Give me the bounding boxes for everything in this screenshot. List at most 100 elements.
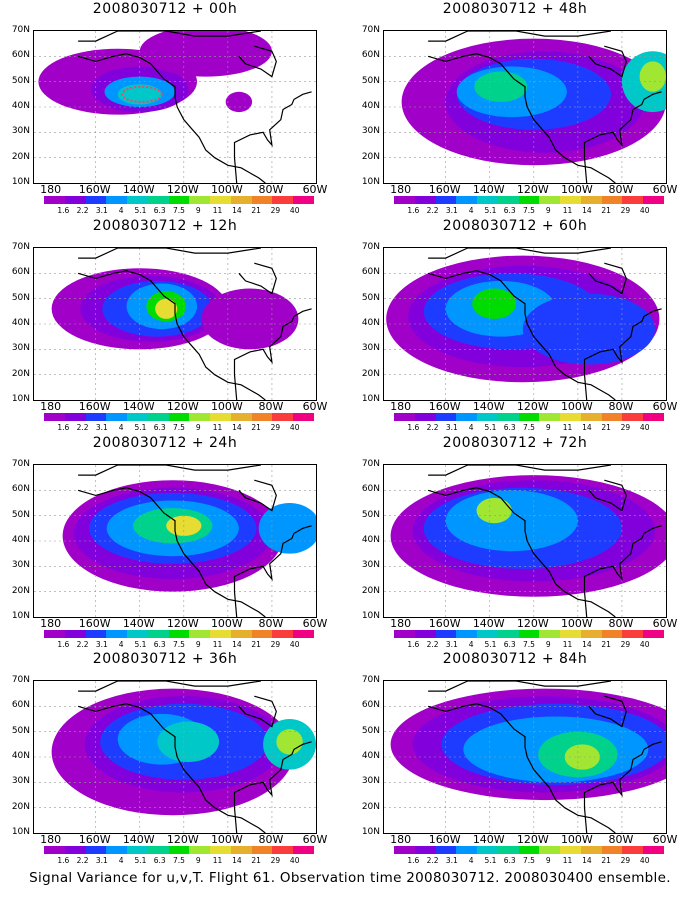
colorbar-swatch [251,846,273,854]
colorbar-label: 4 [468,640,474,649]
colorbar-label: 2.2 [76,423,89,432]
lat-tick-label: 70N [361,242,380,252]
colorbar-label: 14 [582,640,592,649]
lat-tick-label: 30N [11,343,30,354]
variance-contour [472,288,517,319]
coastline [588,479,627,512]
panel-title: 2008030712 + 48h [442,1,588,17]
lat-tick-label: 70N [361,675,380,685]
colorbar-label: 11 [212,423,223,432]
colorbar-swatch [601,196,623,204]
colorbar-label: 1.6 [407,856,420,865]
coastline [78,465,261,476]
colorbar-swatch [251,413,273,421]
lon-tick-label: 120W [166,400,199,413]
colorbar-label: 5.1 [484,856,497,865]
colorbar-swatch [518,413,540,421]
colorbar-swatch [168,196,190,204]
colorbar-swatch [394,413,415,421]
colorbar-label: 1.6 [57,206,70,215]
colorbar-swatch [147,846,169,854]
colorbar-swatch [272,630,294,638]
variance-contour [639,61,666,92]
colorbar-label: 29 [620,206,631,215]
colorbar-swatch [456,413,478,421]
colorbar-label: 21 [601,206,611,215]
coastline [233,525,312,617]
colorbar-swatch [580,196,602,204]
coastline [77,487,266,617]
lon-tick-label: 60W [652,833,678,846]
colorbar-swatch [497,413,519,421]
colorbar-label: 29 [270,423,281,432]
lat-tick-label: 50N [361,509,380,520]
colorbar-swatch [210,846,231,854]
colorbar-swatch [539,846,561,854]
lon-tick-label: 160W [78,617,111,630]
panel-title: 2008030712 + 00h [92,1,238,17]
map-panel: 2008030712 + 72h 70N 60N 50N 40N 30N 20N 10N 180… [350,434,680,649]
colorbar-swatch [539,196,561,204]
colorbar-label: 4 [118,856,124,865]
colorbar-label: 14 [232,640,242,649]
colorbar-label: 21 [601,856,611,865]
colorbar-label: 1.6 [407,206,420,215]
map-plot [383,464,667,618]
lon-tick-label: 100W [210,617,243,630]
colorbar-swatch [106,630,128,638]
map-plot [33,247,317,401]
lat-tick-label: 50N [11,292,30,303]
colorbar-label: 7.5 [173,423,185,432]
lon-tick-label: 140W [472,617,505,630]
colorbar [394,413,664,421]
colorbar-label: 1.6 [407,640,420,649]
colorbar-swatch [64,846,86,854]
map-plot [33,464,317,618]
colorbar-label: 29 [620,856,631,865]
lon-tick-label: 80W [258,833,284,846]
colorbar-swatch [601,846,623,854]
lat-tick-label: 30N [361,560,380,571]
colorbar-label: 11 [212,206,223,215]
colorbar-swatch [518,630,540,638]
colorbar-label: 7.5 [523,423,535,432]
colorbar-swatch [251,630,273,638]
colorbar-label: 29 [620,423,631,432]
lon-tick-label: 80W [608,183,634,196]
coastline [427,487,616,617]
colorbar-label: 11 [562,206,573,215]
lat-tick-label: 70N [11,675,30,685]
colorbar-swatch [477,630,498,638]
colorbar-swatch [44,846,65,854]
colorbar-label: 2.2 [76,856,89,865]
lon-tick-label: 80W [258,183,284,196]
lon-tick-label: 180 [390,183,412,196]
map-plot [33,680,317,834]
lon-tick-label: 80W [608,617,634,630]
colorbar-label: 40 [289,856,300,865]
lon-tick-label: 120W [166,833,199,846]
colorbar-swatch [272,413,294,421]
lon-tick-label: 60W [652,400,678,413]
coastline [233,91,312,183]
colorbar-swatch [414,413,436,421]
colorbar-swatch [518,846,540,854]
variance-contour [155,298,178,319]
lat-tick-label: 60N [11,700,30,711]
colorbar-label: 2.2 [426,423,439,432]
colorbar-label: 29 [270,856,281,865]
colorbar-swatch [85,413,107,421]
colorbar-swatch [210,196,231,204]
colorbar-label: 5.1 [134,423,147,432]
lat-tick-label: 70N [11,459,30,469]
lon-tick-label: 120W [516,183,549,196]
colorbar-label: 3.1 [95,423,108,432]
colorbar-swatch [189,846,211,854]
colorbar-label: 6.3 [153,206,166,215]
colorbar-swatch [44,630,65,638]
colorbar-swatch [643,846,664,854]
lon-tick-label: 160W [78,400,111,413]
panel-title: 2008030712 + 36h [92,651,238,667]
colorbar-swatch [293,413,314,421]
colorbar-swatch [394,196,415,204]
